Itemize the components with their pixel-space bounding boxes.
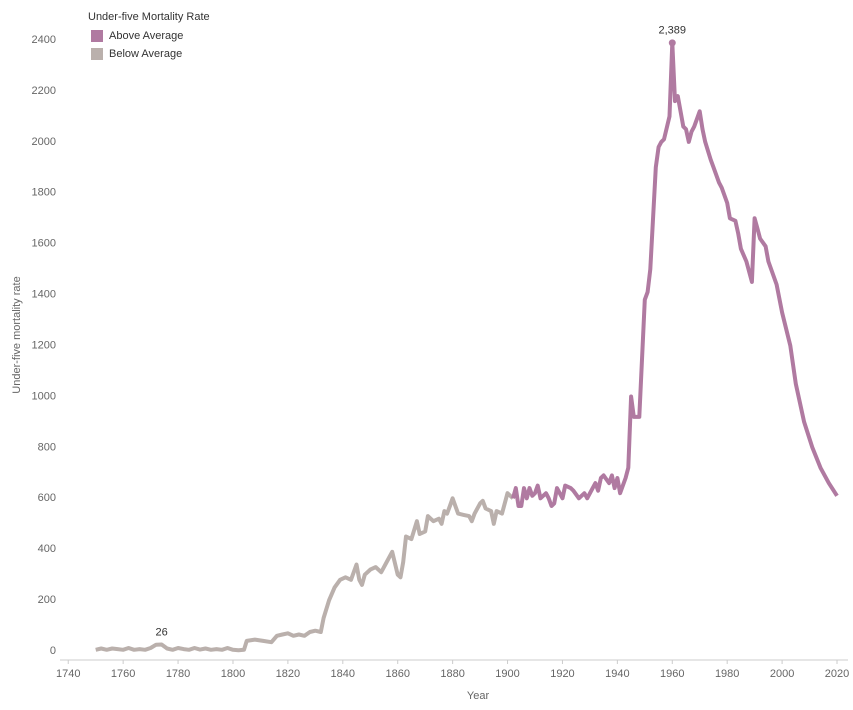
legend-swatch <box>91 30 103 42</box>
x-tick-label: 1780 <box>166 668 190 680</box>
y-tick-label: 2000 <box>32 136 56 148</box>
y-tick-label: 600 <box>38 492 56 504</box>
x-tick-label: 1880 <box>440 668 464 680</box>
x-tick-label: 1960 <box>660 668 684 680</box>
y-tick-label: 2200 <box>32 85 56 97</box>
y-tick-label: 1400 <box>32 289 56 301</box>
x-tick-label: 2020 <box>825 668 849 680</box>
x-tick-label: 1920 <box>550 668 574 680</box>
x-tick-label: 1980 <box>715 668 739 680</box>
y-tick-label: 1800 <box>32 187 56 199</box>
x-tick-label: 1760 <box>111 668 135 680</box>
x-tick-label: 1860 <box>385 668 409 680</box>
annotation: 26 <box>155 626 167 638</box>
peak-marker <box>668 39 676 47</box>
line <box>511 40 839 508</box>
annotation: 2,389 <box>659 25 687 37</box>
x-tick-label: 1840 <box>331 668 355 680</box>
x-tick-label: 2000 <box>770 668 794 680</box>
y-tick-label: 1600 <box>32 238 56 250</box>
y-tick-label: 200 <box>38 594 56 606</box>
legend-label: Above Average <box>109 30 183 42</box>
legend-swatch <box>91 48 103 60</box>
y-axis-title: Under-five mortality rate <box>11 276 23 393</box>
x-axis-title: Year <box>467 690 490 702</box>
legend-title: Under-five Mortality Rate <box>88 11 210 23</box>
y-tick-label: 400 <box>38 543 56 555</box>
legend-label: Below Average <box>109 48 182 60</box>
y-tick-label: 1000 <box>32 390 56 402</box>
x-tick-label: 1740 <box>56 668 80 680</box>
x-tick-label: 1820 <box>276 668 300 680</box>
line <box>95 491 515 653</box>
y-tick-label: 0 <box>50 645 56 657</box>
y-tick-label: 1200 <box>32 339 56 351</box>
y-tick-label: 800 <box>38 441 56 453</box>
x-tick-label: 1900 <box>495 668 519 680</box>
x-tick-label: 1800 <box>221 668 245 680</box>
y-tick-label: 2400 <box>32 34 56 46</box>
x-tick-label: 1940 <box>605 668 629 680</box>
